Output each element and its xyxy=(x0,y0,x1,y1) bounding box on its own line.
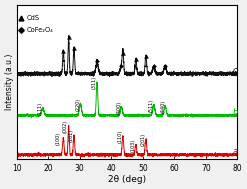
Text: (440): (440) xyxy=(160,100,165,113)
Text: CdS: CdS xyxy=(27,15,40,21)
Text: (110): (110) xyxy=(118,130,123,143)
Text: (201): (201) xyxy=(141,133,146,146)
Text: (002): (002) xyxy=(63,120,68,133)
Text: (511): (511) xyxy=(149,99,154,112)
Text: (400): (400) xyxy=(116,101,121,114)
Text: a: a xyxy=(233,147,238,156)
Text: b: b xyxy=(233,108,238,117)
Text: (311): (311) xyxy=(92,76,97,89)
Text: (103): (103) xyxy=(131,139,136,152)
Text: (100): (100) xyxy=(56,132,61,145)
Text: CoFe₂O₄: CoFe₂O₄ xyxy=(27,27,54,33)
Text: (220): (220) xyxy=(75,98,80,111)
Y-axis label: Intensity (a.u.): Intensity (a.u.) xyxy=(5,54,14,110)
X-axis label: 2θ (deg): 2θ (deg) xyxy=(108,175,146,184)
Text: (111): (111) xyxy=(38,102,43,115)
Text: (101): (101) xyxy=(69,129,74,142)
Text: c: c xyxy=(233,66,237,75)
